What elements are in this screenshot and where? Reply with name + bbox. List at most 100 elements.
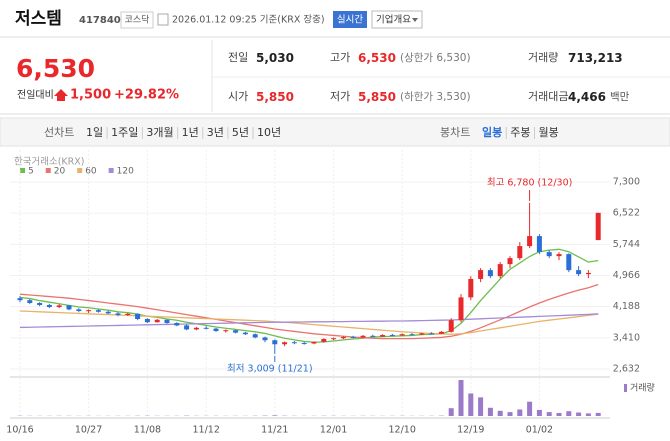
candle-body <box>115 313 121 315</box>
volume-bar <box>478 397 484 416</box>
x-tick-label: 11/21 <box>261 425 288 436</box>
market: 코스닥 <box>125 15 150 26</box>
x-tick-label: 10/27 <box>75 425 102 436</box>
candle-body <box>56 305 62 307</box>
y-tick-label: 4,188 <box>613 301 640 312</box>
candle-body <box>242 332 248 335</box>
candle-body <box>17 298 23 301</box>
y-tick-label: 7,300 <box>613 177 640 188</box>
volume-bar <box>527 401 533 416</box>
y-tick-label: 5,744 <box>613 239 640 250</box>
candle-body <box>507 258 513 265</box>
candle-body <box>409 334 415 336</box>
legend-swatch <box>108 168 114 173</box>
candle-body <box>468 278 474 298</box>
stat-note: (상한가 6,530) <box>400 52 471 64</box>
candle-body <box>517 246 523 259</box>
stat-value-line: 5,850 <box>256 90 294 104</box>
candle-body <box>360 335 366 338</box>
candle-body <box>438 331 444 334</box>
min-label: 최저 3,009 (11/21) <box>227 364 313 375</box>
stat-label: 전일 <box>228 50 248 64</box>
volume-bar <box>448 408 454 416</box>
change: 1,500 <box>70 88 111 103</box>
x-tick-label: 12/10 <box>389 425 416 436</box>
tab[interactable]: 주봉 <box>510 126 530 139</box>
x-tick-label: 12/19 <box>457 425 484 436</box>
volume-bar <box>595 412 601 416</box>
candle-body <box>66 305 72 310</box>
y-tick-label: 2,632 <box>613 364 640 375</box>
stat-label: 거래대금 <box>528 90 568 103</box>
stat-value: 5,850 <box>358 90 396 104</box>
candle-body <box>497 264 503 277</box>
tab[interactable]: 1년 <box>182 126 199 139</box>
volume-legend: 거래량 <box>630 382 655 394</box>
stock-code: 417840 <box>79 15 121 26</box>
company-info[interactable]: 기업개요 <box>376 14 411 26</box>
source: 한국거래소(KRX) <box>14 157 84 168</box>
candle-body <box>527 236 533 247</box>
tab[interactable]: 10년 <box>257 126 281 139</box>
volume-bar <box>566 411 572 416</box>
candle-body <box>164 319 170 324</box>
candle-body <box>105 311 111 314</box>
legend-label: 60 <box>85 167 97 177</box>
candle-body <box>458 297 464 321</box>
moving-average <box>19 313 599 329</box>
candle-body <box>595 212 601 241</box>
legend-swatch <box>45 168 51 173</box>
company-info-badge[interactable] <box>371 10 423 29</box>
volume-bar <box>507 412 513 416</box>
candle-body <box>37 302 43 305</box>
volume-bar <box>585 413 591 416</box>
candle-body <box>389 335 395 337</box>
candle-body <box>331 338 337 340</box>
up-icon <box>54 89 68 101</box>
realtime[interactable]: 실시간 <box>337 15 363 26</box>
legend-label: 20 <box>54 167 66 177</box>
tab-group-label: 봉차트 <box>440 126 470 139</box>
realtime-badge[interactable] <box>333 11 367 28</box>
candle-body <box>556 254 562 257</box>
stat-value: 713,213 <box>568 51 623 65</box>
candle-body <box>282 342 288 345</box>
tab[interactable]: 5년 <box>232 126 249 139</box>
stat-value: 5,850 <box>256 90 294 104</box>
stat-value: 6,530 <box>358 51 396 65</box>
candle-body <box>272 340 278 345</box>
x-tick-label: 01/02 <box>526 425 553 436</box>
candle-body <box>301 343 307 345</box>
x-tick-label: 10/16 <box>6 425 33 436</box>
candle-body <box>27 300 33 303</box>
candle-body <box>380 335 386 337</box>
tab[interactable]: 3년 <box>207 126 224 139</box>
candle-body <box>184 325 190 330</box>
stat-value: 5,030 <box>256 51 294 65</box>
stat-label: 시가 <box>228 90 248 103</box>
moving-average <box>19 283 599 340</box>
volume-bar <box>458 380 464 416</box>
change-rate: +29.82% <box>114 88 179 103</box>
candle-body <box>350 337 356 339</box>
tab[interactable]: 일봉 <box>482 125 502 139</box>
volume-bar <box>576 412 582 416</box>
volume-bar <box>468 393 474 416</box>
candle-body <box>213 328 219 332</box>
tab[interactable]: 1주일 <box>111 125 138 139</box>
candle-body <box>125 313 131 315</box>
tab[interactable]: 월봉 <box>539 126 559 139</box>
stat-value-line: 5,030 <box>256 51 294 65</box>
stat-value: 4,466 <box>568 90 606 104</box>
legend-label: 120 <box>117 167 134 177</box>
y-tick-label: 3,410 <box>613 332 640 343</box>
candle-body <box>193 327 199 330</box>
candle-body <box>340 337 346 339</box>
tab[interactable]: 1일 <box>86 125 103 139</box>
tab[interactable]: 3개월 <box>146 126 173 139</box>
candle-body <box>262 337 268 341</box>
candle-body <box>76 309 82 311</box>
stat-note: (하한가 3,530) <box>400 90 471 103</box>
